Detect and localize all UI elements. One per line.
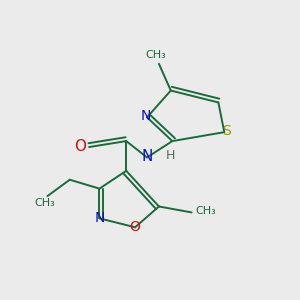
Text: O: O	[130, 220, 141, 234]
Text: N: N	[142, 149, 153, 164]
Text: N: N	[141, 110, 151, 123]
Text: S: S	[222, 124, 231, 138]
Text: CH₃: CH₃	[34, 199, 55, 208]
Text: CH₃: CH₃	[146, 50, 166, 61]
Text: O: O	[74, 139, 86, 154]
Text: CH₃: CH₃	[196, 206, 216, 216]
Text: N: N	[94, 212, 105, 225]
Text: H: H	[166, 148, 176, 162]
